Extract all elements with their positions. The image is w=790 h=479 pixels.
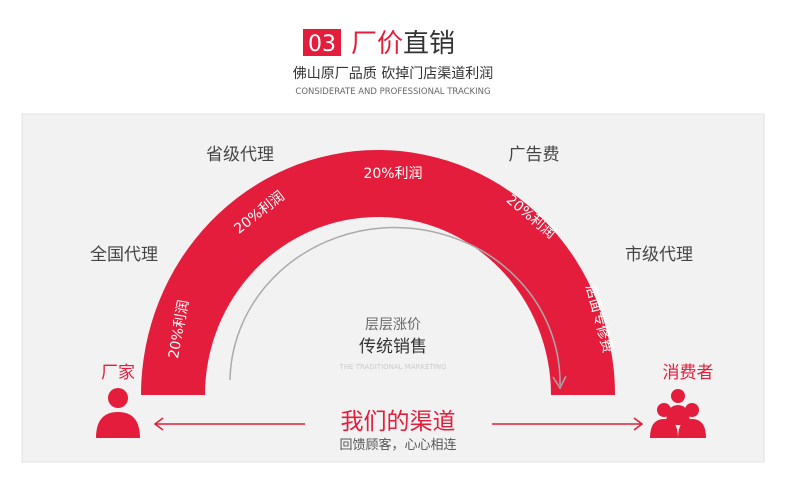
label-national: 全国代理: [90, 245, 158, 265]
title-red: 厂价: [351, 29, 403, 59]
arrow-right-icon: [492, 417, 644, 431]
person-icon: [96, 388, 140, 438]
arch: [141, 150, 615, 395]
label-advertising: 广告费: [509, 145, 560, 165]
label-city: 市级代理: [625, 245, 693, 265]
bottom-title: 我们的渠道: [341, 409, 456, 435]
label-consumer: 消费者: [663, 363, 714, 383]
arch-segment-3: 20%利润: [363, 166, 422, 182]
subtitle: 佛山原厂品质 砍掉门店渠道利润: [293, 66, 493, 82]
section-number: 03: [308, 32, 336, 57]
center-english: THE TRADITIONAL MARKETING: [339, 363, 447, 371]
label-provincial: 省级代理: [206, 145, 274, 165]
group-icon: [650, 389, 706, 438]
label-factory: 厂家: [101, 363, 135, 383]
center-main: 传统销售: [359, 337, 427, 357]
section-number-badge: [303, 29, 341, 56]
arrow-down-icon: [552, 375, 567, 390]
inner-arc: [229, 226, 561, 386]
center-small: 层层涨价: [365, 317, 421, 333]
subtitle-english: CONSIDERATE AND PROFESSIONAL TRACKING: [295, 87, 490, 97]
bottom-subtitle: 回馈顾客，心心相连: [339, 437, 456, 453]
arrow-left-icon: [153, 417, 305, 431]
title-dark: 直销: [403, 29, 455, 59]
